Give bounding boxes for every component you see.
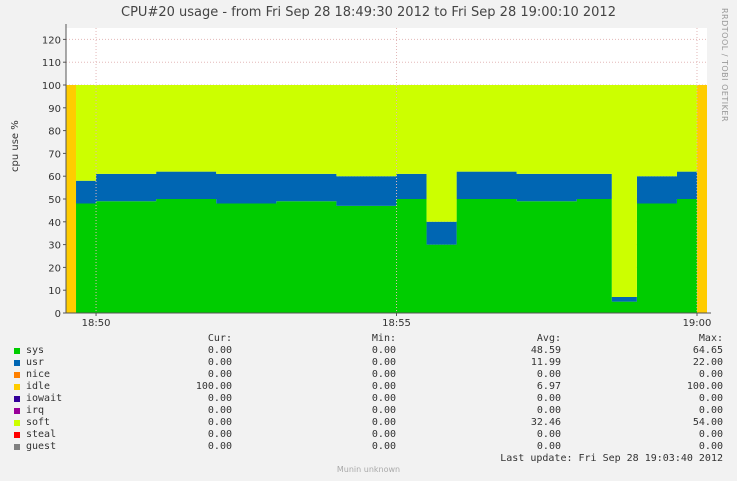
- legend-swatch-irq: [14, 408, 20, 414]
- y-tick-label: 110: [42, 58, 61, 69]
- chart-area: 0 10 20 30 40 50 60 70 80 90 100 110 120 18:50 18:55 19…: [42, 24, 712, 329]
- legend-name: nice: [26, 369, 51, 380]
- legend-min: 0.00: [371, 357, 396, 368]
- y-tick-label: 10: [48, 286, 61, 297]
- legend-max: 64.65: [692, 345, 723, 356]
- legend-swatch-steal: [14, 432, 20, 438]
- legend-row-idle: idle 100.00 0.00 6.97 100.00: [0, 381, 737, 393]
- legend-cur: 0.00: [207, 393, 232, 404]
- y-tick-label: 80: [48, 127, 61, 138]
- y-tick-label: 50: [48, 195, 61, 206]
- legend-min: 0.00: [371, 417, 396, 428]
- legend-avg: 0.00: [536, 393, 561, 404]
- legend-swatch-soft: [14, 420, 20, 426]
- legend-max: 0.00: [698, 369, 723, 380]
- rrdtool-watermark: RRDTOOL / TOBI OETIKER: [720, 8, 729, 123]
- legend: Cur: Min: Avg: Max: sys 0.00 0.00 48.59 64.6…: [0, 333, 737, 453]
- legend-avg: 6.97: [536, 381, 561, 392]
- legend-max: 0.00: [698, 429, 723, 440]
- legend-avg: 11.99: [530, 357, 561, 368]
- legend-row-guest: guest 0.00 0.00 0.00 0.00: [0, 441, 737, 453]
- y-tick-label: 100: [42, 81, 61, 92]
- legend-max: 0.00: [698, 405, 723, 416]
- legend-row-soft: soft 0.00 0.00 32.46 54.00: [0, 417, 737, 429]
- legend-cur: 0.00: [207, 405, 232, 416]
- y-tick-label: 60: [48, 172, 61, 183]
- legend-name: steal: [26, 429, 57, 440]
- legend-min: 0.00: [371, 405, 396, 416]
- legend-avg: 0.00: [536, 429, 561, 440]
- legend-max: 100.00: [686, 381, 723, 392]
- y-tick-label: 0: [55, 309, 61, 320]
- legend-avg: 0.00: [536, 441, 561, 452]
- legend-header: Cur: Min: Avg: Max:: [0, 333, 737, 345]
- legend-header-min: Min:: [371, 333, 396, 344]
- legend-avg: 32.46: [530, 417, 561, 428]
- legend-max: 22.00: [692, 357, 723, 368]
- legend-min: 0.00: [371, 429, 396, 440]
- legend-row-sys: sys 0.00 0.00 48.59 64.65: [0, 345, 737, 357]
- legend-max: 0.00: [698, 441, 723, 452]
- footer-munin: Munin unknown: [336, 465, 401, 474]
- legend-cur: 0.00: [207, 417, 232, 428]
- legend-swatch-iowait: [14, 396, 20, 402]
- legend-min: 0.00: [371, 441, 396, 452]
- x-tick-label: 18:55: [382, 318, 411, 329]
- legend-name: soft: [26, 417, 51, 428]
- legend-swatch-idle: [14, 384, 20, 390]
- legend-avg: 48.59: [530, 345, 561, 356]
- legend-name: usr: [26, 357, 45, 368]
- legend-cur: 0.00: [207, 369, 232, 380]
- legend-min: 0.00: [371, 369, 396, 380]
- legend-name: irq: [26, 405, 45, 416]
- legend-swatch-nice: [14, 372, 20, 378]
- legend-cur: 0.00: [207, 429, 232, 440]
- legend-min: 0.00: [371, 345, 396, 356]
- legend-swatch-sys: [14, 348, 20, 354]
- legend-swatch-guest: [14, 444, 20, 450]
- legend-min: 0.00: [371, 393, 396, 404]
- legend-min: 0.00: [371, 381, 396, 392]
- legend-header-avg: Avg:: [536, 333, 561, 344]
- y-tick-label: 40: [48, 218, 61, 229]
- y-tick-label: 30: [48, 241, 61, 252]
- y-tick-label: 120: [42, 35, 61, 46]
- legend-swatch-usr: [14, 360, 20, 366]
- legend-row-usr: usr 0.00 0.00 11.99 22.00: [0, 357, 737, 369]
- legend-name: guest: [26, 441, 57, 452]
- legend-avg: 0.00: [536, 405, 561, 416]
- series-area-soft: [66, 85, 707, 298]
- legend-row-nice: nice 0.00 0.00 0.00 0.00: [0, 369, 737, 381]
- legend-cur: 0.00: [207, 357, 232, 368]
- y-tick-label: 70: [48, 149, 61, 160]
- legend-header-cur: Cur:: [207, 333, 232, 344]
- x-tick-label: 19:00: [683, 318, 712, 329]
- legend-name: iowait: [26, 393, 63, 404]
- y-tick-label: 90: [48, 104, 61, 115]
- legend-avg: 0.00: [536, 369, 561, 380]
- series-area-sys: [66, 199, 707, 313]
- legend-row-iowait: iowait 0.00 0.00 0.00 0.00: [0, 393, 737, 405]
- legend-rows: sys 0.00 0.00 48.59 64.65 usr 0.00 0.00 11.99 22.…: [0, 345, 737, 453]
- chart-title: CPU#20 usage - from Fri Sep 28 18:49:30 …: [121, 5, 616, 20]
- legend-cur: 0.00: [207, 345, 232, 356]
- legend-max: 0.00: [698, 393, 723, 404]
- series-area-usr: [66, 171, 707, 313]
- legend-name: sys: [26, 345, 45, 356]
- legend-cur: 100.00: [195, 381, 232, 392]
- legend-cur: 0.00: [207, 441, 232, 452]
- legend-row-irq: irq 0.00 0.00 0.00 0.00: [0, 405, 737, 417]
- last-update: Last update: Fri Sep 28 19:03:40 2012: [500, 453, 723, 464]
- legend-max: 54.00: [692, 417, 723, 428]
- x-tick-label: 18:50: [82, 318, 111, 329]
- legend-name: idle: [26, 381, 51, 392]
- legend-row-steal: steal 0.00 0.00 0.00 0.00: [0, 429, 737, 441]
- legend-header-max: Max:: [698, 333, 723, 344]
- y-tick-label: 20: [48, 263, 61, 274]
